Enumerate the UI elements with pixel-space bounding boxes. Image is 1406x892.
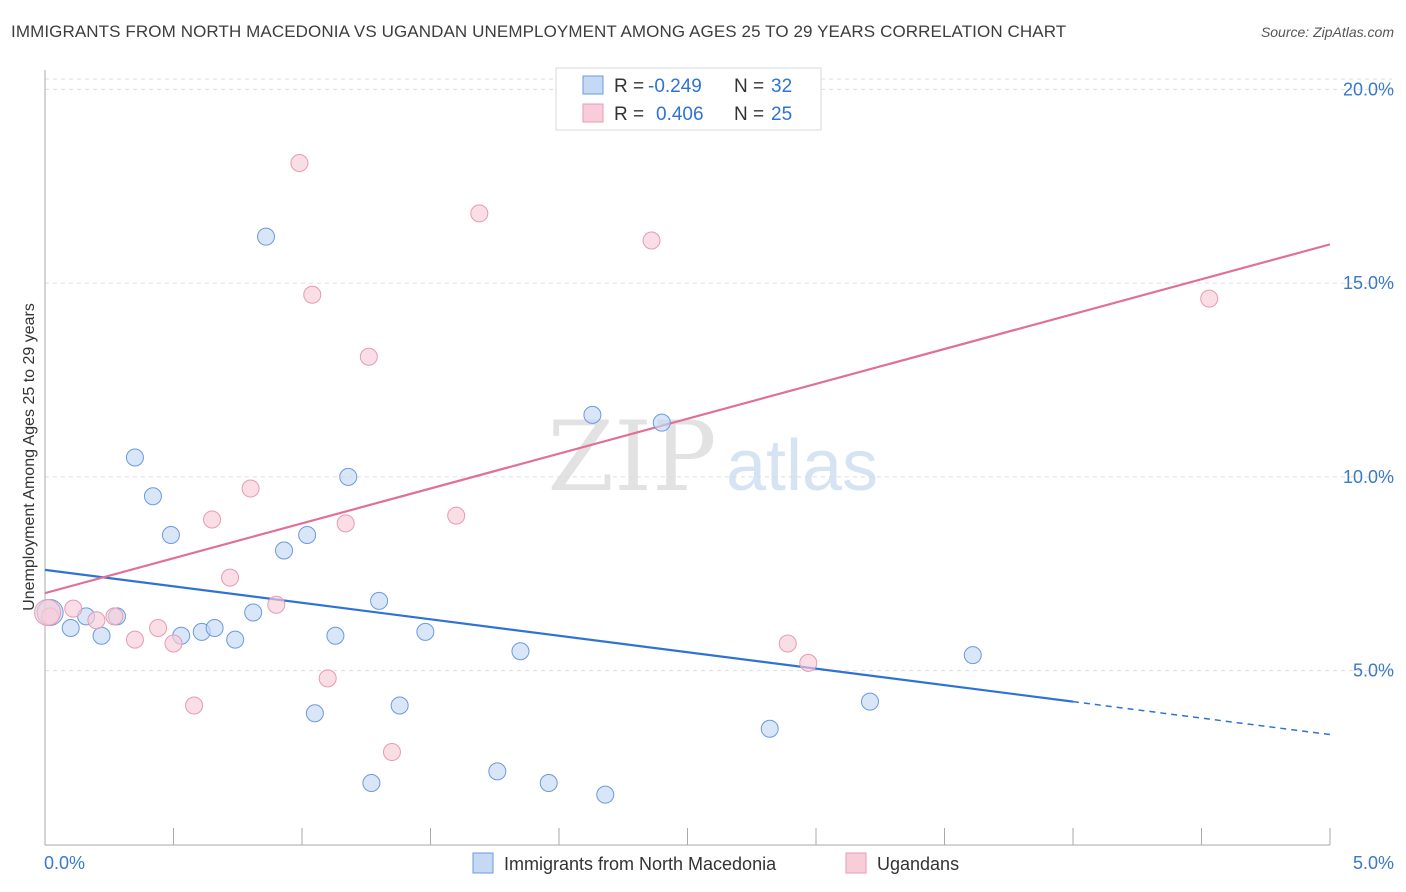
data-point-macedonia [125, 448, 144, 467]
x-tick-label-max: 5.0% [1353, 853, 1394, 873]
data-points [34, 154, 1219, 804]
data-point-ugandans [221, 568, 240, 587]
data-point-ugandans [34, 599, 62, 626]
data-point-macedonia [760, 719, 779, 738]
data-point-ugandans [290, 154, 309, 172]
data-point-ugandans [303, 285, 322, 304]
data-point-ugandans [1200, 289, 1219, 308]
legend-n-value-2: 25 [771, 104, 792, 125]
data-point-macedonia [370, 591, 389, 610]
legend-r-value-1: -0.249 [648, 76, 702, 97]
trend-line-ugandans [44, 243, 1331, 595]
data-point-ugandans [470, 204, 489, 223]
legend-r-label-2: R = [614, 104, 644, 125]
data-point-macedonia [257, 227, 276, 246]
y-axis-tick-labels: 5.0% 10.0% 15.0% 20.0% [1343, 79, 1394, 680]
data-point-macedonia [305, 704, 324, 723]
data-point-macedonia [61, 619, 80, 637]
data-point-ugandans [778, 634, 797, 653]
legend-r-value-2: 0.406 [656, 104, 704, 125]
watermark: ZIP atlas [547, 401, 878, 513]
bottom-legend-swatch-macedonia [472, 852, 494, 874]
bottom-legend: Immigrants from North Macedonia Ugandans [472, 852, 959, 874]
y-tick-label: 5.0% [1353, 661, 1394, 681]
data-point-macedonia [275, 541, 294, 560]
trend-lines [44, 243, 1331, 736]
data-point-ugandans [149, 619, 168, 637]
data-point-ugandans [241, 479, 260, 498]
data-point-macedonia [298, 526, 317, 544]
data-point-macedonia [963, 646, 982, 665]
data-point-macedonia [652, 413, 671, 432]
data-point-ugandans [203, 510, 222, 529]
data-point-macedonia [205, 619, 224, 637]
data-point-macedonia [488, 762, 507, 781]
data-point-ugandans [87, 611, 106, 630]
data-point-macedonia [362, 774, 381, 792]
data-point-macedonia [226, 630, 245, 649]
data-point-macedonia [860, 692, 879, 711]
data-point-ugandans [185, 696, 204, 715]
x-axis-ticks [173, 828, 1331, 845]
data-point-ugandans [642, 231, 661, 250]
bottom-legend-swatch-ugandans [845, 852, 867, 874]
data-point-ugandans [267, 595, 286, 614]
legend-swatch-macedonia [582, 75, 604, 95]
legend-r-label-1: R = [614, 76, 644, 97]
y-tick-label: 15.0% [1343, 273, 1394, 293]
correlation-legend: R = -0.249 N = 32 R = 0.406 N = 25 [555, 67, 822, 131]
watermark-atlas: atlas [726, 426, 878, 506]
data-point-macedonia [161, 526, 180, 544]
data-point-ugandans [359, 347, 378, 366]
y-tick-label: 20.0% [1343, 79, 1394, 99]
data-point-ugandans [447, 506, 466, 525]
watermark-zip: ZIP [547, 401, 716, 513]
data-point-macedonia [511, 642, 530, 661]
trend-line-extension [1072, 700, 1331, 736]
data-point-macedonia [539, 774, 558, 792]
data-point-ugandans [318, 669, 337, 688]
data-point-macedonia [326, 626, 345, 645]
bottom-legend-label-macedonia: Immigrants from North Macedonia [504, 854, 777, 874]
y-axis-title: Unemployment Among Ages 25 to 29 years [21, 303, 38, 611]
grid-lines [45, 78, 1392, 672]
data-point-macedonia [143, 487, 162, 506]
y-tick-label: 10.0% [1343, 467, 1394, 487]
legend-n-value-1: 32 [771, 76, 792, 97]
data-point-ugandans [125, 630, 144, 649]
data-point-macedonia [416, 622, 435, 641]
legend-n-label-2: N = [734, 104, 764, 125]
data-point-ugandans [64, 599, 83, 618]
legend-n-label-1: N = [734, 76, 764, 97]
data-point-ugandans [382, 743, 401, 761]
data-point-macedonia [244, 603, 263, 622]
data-point-macedonia [92, 626, 111, 645]
data-point-macedonia [583, 405, 602, 424]
data-point-macedonia [596, 785, 615, 804]
data-point-ugandans [164, 634, 183, 653]
x-tick-label-min: 0.0% [44, 853, 85, 873]
legend-swatch-ugandans [582, 103, 604, 123]
data-point-ugandans [336, 514, 355, 533]
data-point-macedonia [390, 696, 409, 715]
source-credit: Source: ZipAtlas.com [1260, 24, 1394, 40]
bottom-legend-label-ugandans: Ugandans [877, 854, 959, 874]
data-point-macedonia [339, 467, 358, 486]
data-point-ugandans [799, 653, 818, 672]
chart-title: IMMIGRANTS FROM NORTH MACEDONIA VS UGAND… [11, 22, 1067, 41]
trend-line-macedonia [44, 568, 1074, 703]
data-point-ugandans [105, 607, 124, 626]
